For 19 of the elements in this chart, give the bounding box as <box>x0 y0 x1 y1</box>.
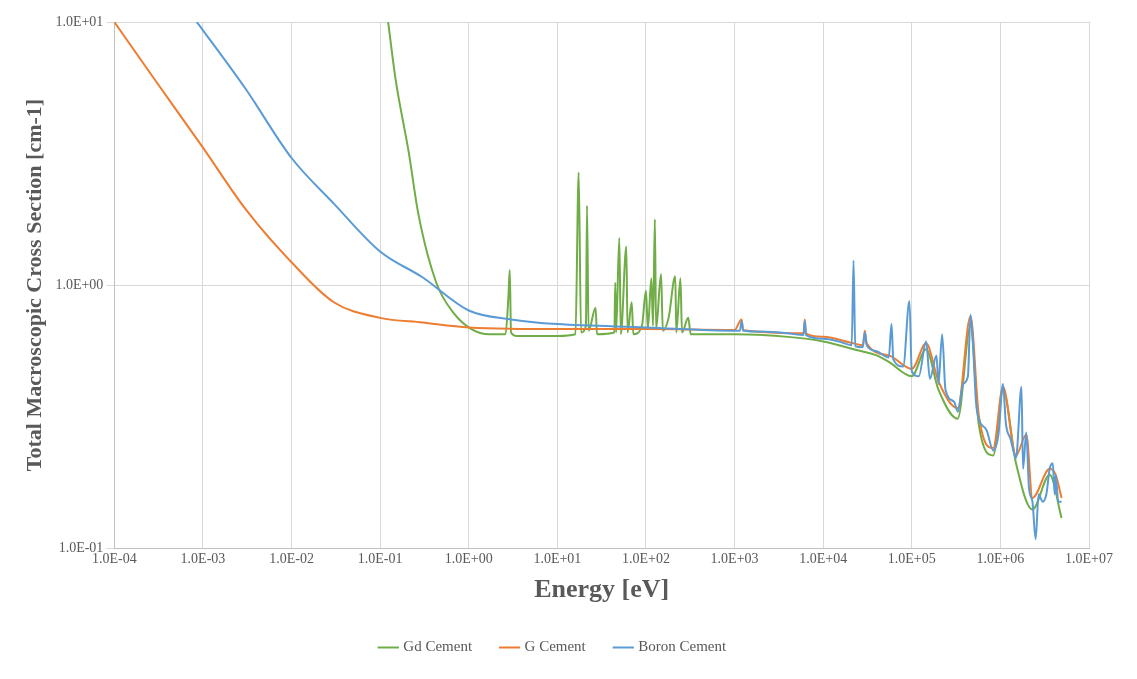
legend-label: Boron Cement <box>638 638 728 655</box>
x-tick-label: 1.0E-01 <box>357 551 403 567</box>
y-axis-title: Total Macroscopic Cross Section [cm-1] <box>20 98 46 472</box>
y-tick-label: 1.0E+00 <box>55 276 104 292</box>
x-tick-label: 1.0E+02 <box>622 551 670 567</box>
x-tick-label: 1.0E-04 <box>91 551 137 567</box>
x-tick-label: 1.0E+03 <box>710 551 759 567</box>
legend-label: G Cement <box>524 638 587 655</box>
x-tick-label: 1.0E+07 <box>1065 551 1113 567</box>
legend-label: Gd Cement <box>403 638 473 655</box>
y-tick-label: 1.0E+01 <box>55 13 104 29</box>
x-tick-label: 1.0E+05 <box>887 551 936 567</box>
x-tick-label: 1.0E-03 <box>180 551 226 567</box>
x-tick-label: 1.0E-02 <box>269 551 314 567</box>
x-tick-label: 1.0E+06 <box>976 551 1025 567</box>
x-tick-label: 1.0E+00 <box>444 551 493 567</box>
x-tick-label: 1.0E+01 <box>533 551 582 567</box>
x-axis-title: Energy [eV] <box>534 574 670 604</box>
x-tick-label: 1.0E+04 <box>799 551 848 567</box>
